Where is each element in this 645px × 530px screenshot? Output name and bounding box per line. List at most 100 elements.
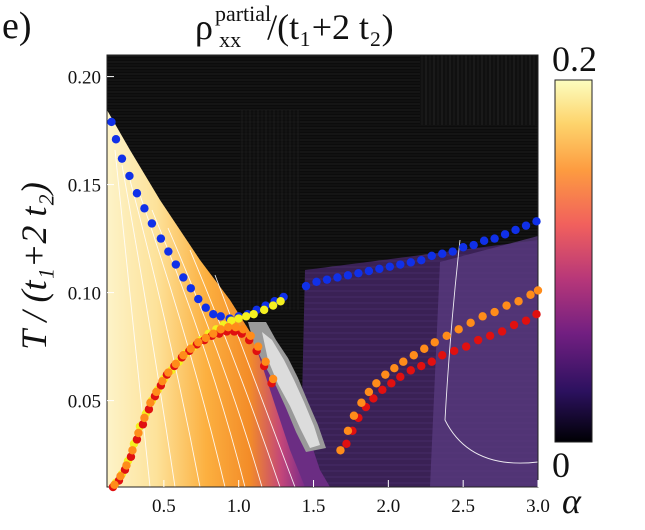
heatmap-purple-light-region [430,236,538,487]
blue-point [396,260,405,269]
orange-point [209,329,218,338]
orange-point [146,398,155,407]
red-point [532,310,541,319]
red-point [449,346,459,356]
orange-point [372,379,381,388]
contour-line [151,209,246,487]
orange-point [134,428,143,438]
blue-point [186,284,196,293]
red-point [427,357,436,366]
yellow-point [234,314,243,323]
blue-point [209,310,218,319]
blue-point [147,219,157,228]
blue-point [216,312,225,321]
blue-point [140,204,149,213]
orange-point [357,398,366,407]
x-tick-label: 1.5 [302,496,326,517]
orange-point [171,359,181,369]
orange-point [164,368,173,377]
data-markers [107,117,543,492]
contour-line [121,164,176,487]
contour-line [214,274,296,487]
orange-point [194,338,203,347]
x-tick-label: 1.0 [227,496,251,517]
title-subscript: xx [219,27,242,52]
x-tick-label: 2.5 [451,496,475,517]
red-point [406,366,415,375]
orange-point [514,297,523,306]
red-point [521,316,531,325]
colorbar-max-label: 0.2 [552,39,597,79]
blue-point [500,230,510,239]
red-point [509,320,519,330]
contour-line [444,239,538,464]
y-tick-label: 0.05 [68,392,101,413]
blue-point [417,256,426,265]
orange-point [261,357,270,366]
blue-point [312,277,321,286]
x-tick-label: 0.5 [152,496,176,517]
blue-point [532,217,541,226]
orange-point [246,331,255,340]
contour-line [114,149,151,487]
orange-point [201,333,210,343]
heatmap-texture-top-right [420,55,538,125]
orange-point [110,480,119,490]
red-point [138,420,148,429]
blue-point [427,251,436,261]
contour-line [167,227,263,487]
orange-point [490,307,499,317]
blue-point [156,234,166,243]
orange-point [381,370,390,379]
orange-point [502,301,511,310]
orange-point [466,318,475,328]
blue-point [364,266,374,276]
blue-point [333,273,342,282]
orange-point [140,413,149,423]
y-tick-label: 0.15 [68,176,101,197]
blue-point [438,249,447,258]
blue-point [201,303,210,312]
blue-point [194,294,203,304]
title-rho: ρ [195,7,213,47]
orange-point [430,338,439,347]
orange-point [336,446,345,455]
yellow-point [241,312,251,321]
orange-point [442,331,451,340]
orange-point [364,387,374,397]
red-point [144,405,154,414]
plot-frame [106,54,539,488]
heatmap-texture-mid [240,110,300,310]
yellow-point [268,301,278,310]
x-axis-label: α [562,481,581,521]
red-point [126,452,136,461]
orange-point [224,322,233,332]
orange-point [420,344,429,353]
blue-point [479,236,489,245]
title-rest: /(t₁+2 t₂) [267,7,394,47]
y-axis: 0.05 0.10 0.15 0.20 [68,68,114,413]
red-point [438,351,447,360]
title-superscript: partial [214,1,272,26]
orange-point [128,446,137,455]
blue-point [107,117,116,127]
blue-point [125,171,134,181]
y-tick-label: 0.10 [68,284,101,305]
series-orange [110,286,543,490]
orange-point [231,322,240,332]
blue-point [511,225,520,235]
orange-point [268,374,278,384]
yellow-point [227,316,236,325]
blue-point [375,264,384,274]
yellow-point [259,305,269,315]
blue-point [521,221,531,230]
orange-point [116,472,125,481]
red-point [396,372,405,382]
blue-point [179,273,188,282]
y-tick-label: 0.20 [68,68,101,89]
orange-point [390,364,399,373]
orange-point [349,411,359,420]
red-point [485,331,495,340]
blue-point [132,189,142,198]
